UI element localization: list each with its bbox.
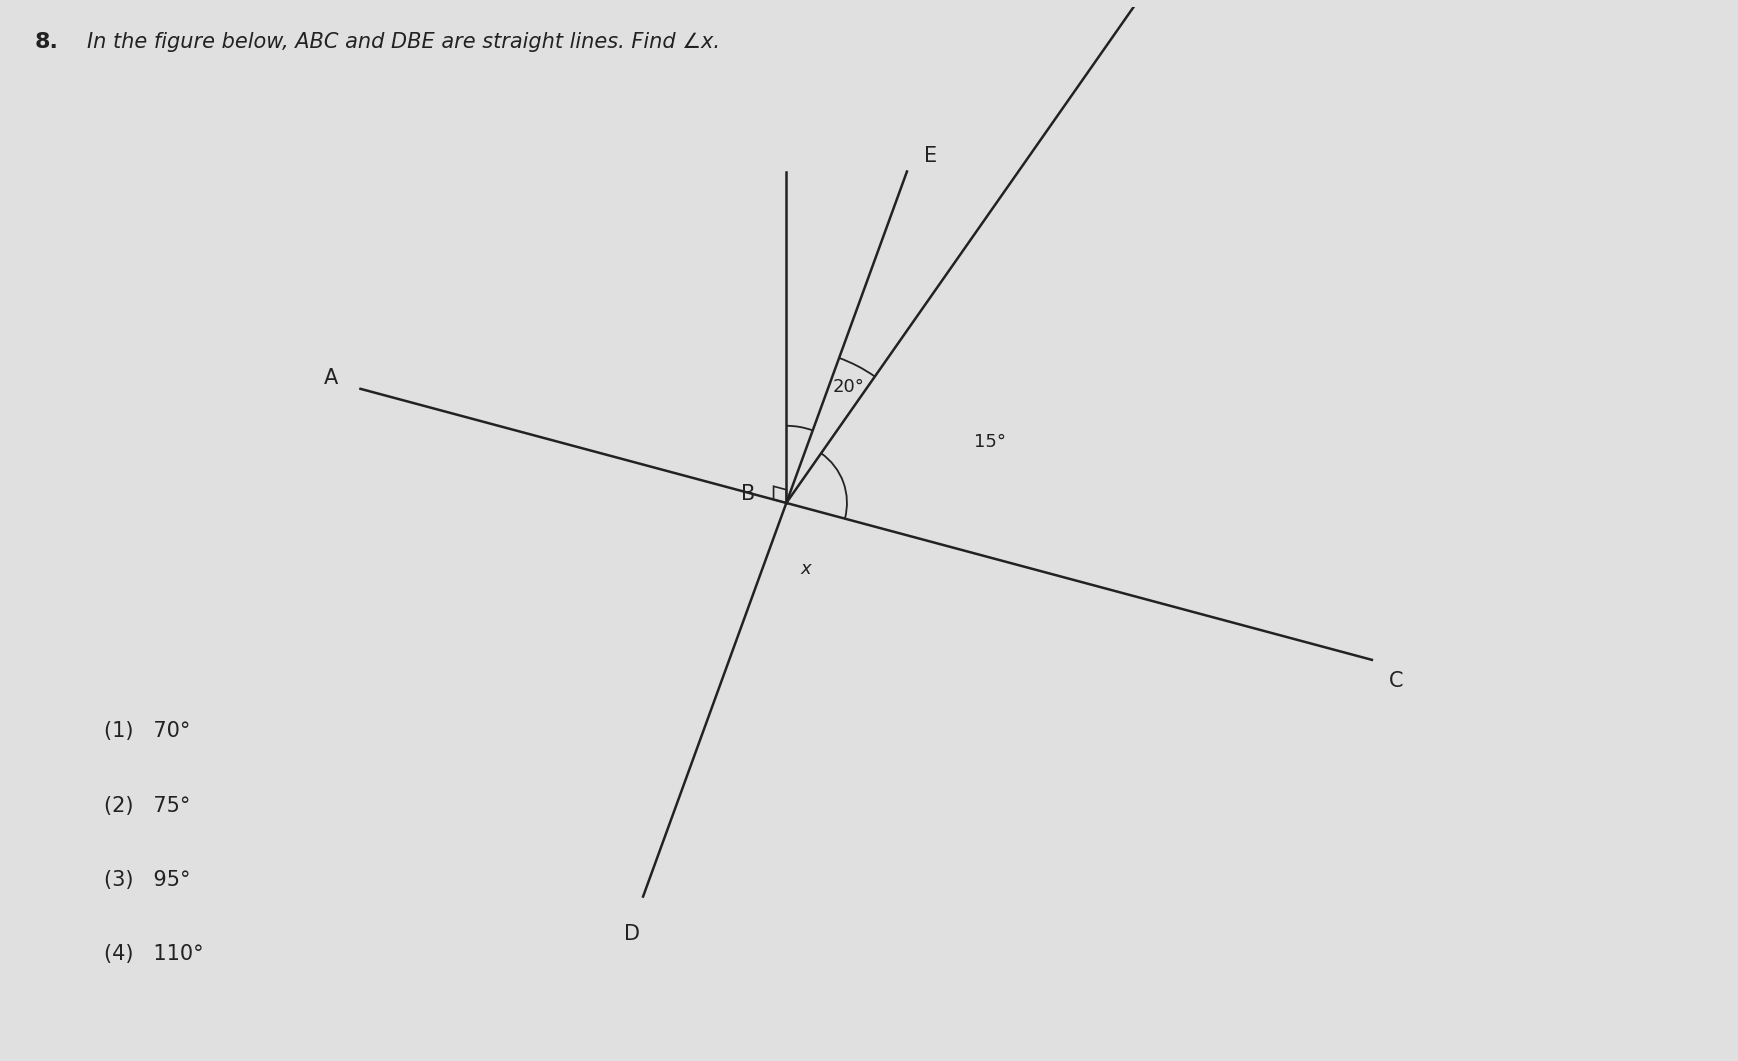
Text: C: C	[1389, 671, 1403, 691]
Text: 8.: 8.	[35, 32, 59, 52]
Text: In the figure below, ABC and DBE are straight lines. Find ∠x.: In the figure below, ABC and DBE are str…	[87, 32, 720, 52]
Text: E: E	[923, 146, 937, 166]
Text: A: A	[325, 368, 339, 388]
Text: (3)   95°: (3) 95°	[104, 870, 191, 890]
Text: (4)   110°: (4) 110°	[104, 944, 203, 964]
Text: 20°: 20°	[833, 378, 864, 396]
Text: D: D	[624, 924, 640, 944]
Text: (1)   70°: (1) 70°	[104, 721, 191, 742]
Text: x: x	[801, 560, 812, 578]
Text: 15°: 15°	[973, 433, 1006, 451]
Text: B: B	[740, 484, 756, 504]
Text: (2)   75°: (2) 75°	[104, 796, 191, 816]
